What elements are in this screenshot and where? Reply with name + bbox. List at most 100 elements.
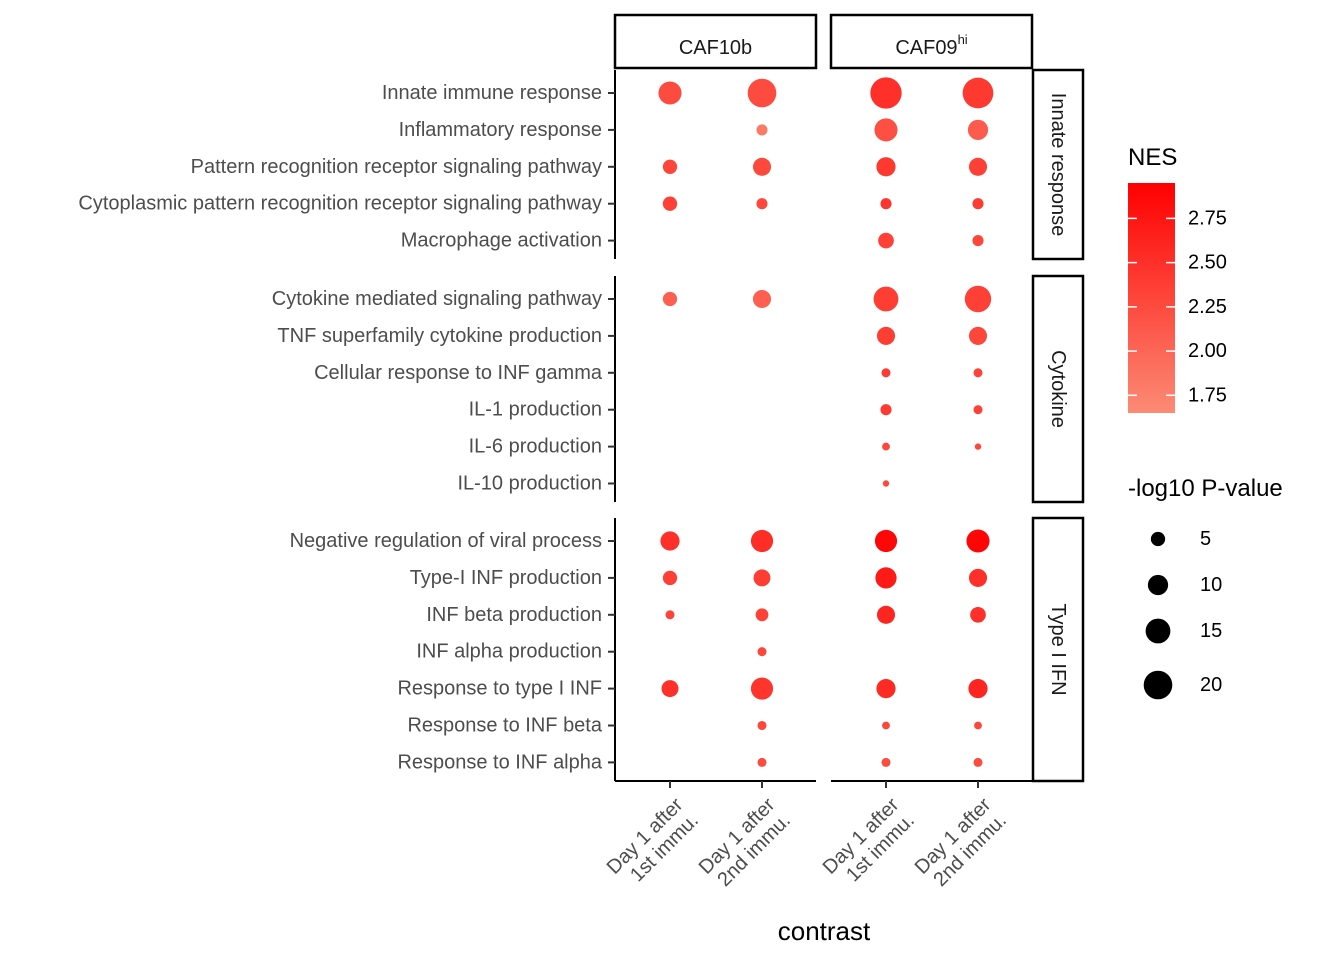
x-axis-label: contrast	[778, 916, 871, 946]
data-point	[881, 757, 891, 767]
facet-strip-label: Cytokine	[1047, 350, 1069, 428]
data-point	[753, 569, 771, 587]
data-point	[966, 529, 990, 553]
data-point	[972, 198, 984, 210]
data-point	[750, 677, 774, 700]
pvalue-size-legend: -log10 P-value 5 10 15 20	[1128, 475, 1283, 700]
data-point	[875, 567, 897, 589]
size-legend-label: 20	[1200, 674, 1222, 696]
size-legend-label: 10	[1200, 574, 1222, 596]
y-tick-label: Type-I INF production	[410, 567, 602, 589]
y-tick-label: Cytoplasmic pattern recognition receptor…	[78, 193, 602, 215]
data-point	[750, 529, 774, 553]
facet-strip-row	[1031, 68, 1085, 261]
y-tick-label: INF alpha production	[416, 641, 602, 663]
data-point	[756, 198, 768, 210]
panels	[614, 70, 1032, 788]
data-point	[973, 757, 983, 767]
x-tick-label: Day 1 after1st immu.	[603, 794, 704, 895]
facet-strip-col	[613, 13, 818, 70]
color-legend-label: 2.25	[1188, 296, 1227, 318]
data-point	[662, 291, 678, 307]
facet-strips: CAF10b CAF09hi Innate response Cytokine Type…	[613, 13, 1085, 783]
y-tick-label: Response to INF alpha	[397, 751, 602, 773]
facet-strip-row	[1031, 516, 1085, 783]
size-legend-key	[1147, 574, 1169, 596]
x-tick-label: Day 1 after1st immu.	[819, 794, 920, 895]
y-tick-label: IL-10 production	[457, 473, 602, 495]
y-tick-label: Response to type I INF	[397, 678, 602, 700]
color-bar	[1128, 183, 1175, 413]
facet-strip-col	[829, 13, 1034, 70]
y-tick-label: Innate immune response	[382, 82, 602, 104]
color-legend-label: 2.75	[1188, 207, 1227, 229]
y-tick-label: Cellular response to INF gamma	[314, 362, 603, 384]
data-point	[973, 368, 983, 378]
data-point	[968, 679, 988, 699]
size-legend-label: 5	[1200, 528, 1211, 550]
data-point	[878, 232, 894, 249]
size-legend-title: -log10 P-value	[1128, 475, 1283, 502]
data-point	[661, 680, 679, 698]
y-tick-labels: Innate immune response Inflammatory respo…	[78, 82, 615, 773]
y-tick-label: IL-6 production	[469, 436, 602, 458]
data-point	[968, 568, 988, 587]
data-point	[876, 679, 896, 699]
y-tick-label: Inflammatory response	[399, 119, 602, 141]
y-tick-label: Response to INF beta	[407, 715, 602, 737]
data-point	[662, 570, 678, 586]
data-point	[973, 405, 983, 415]
data-point	[874, 529, 898, 553]
data-point	[876, 157, 896, 177]
color-legend-label: 2.00	[1188, 340, 1227, 362]
color-legend-title: NES	[1128, 144, 1177, 171]
data-point	[752, 157, 772, 176]
data-point	[967, 119, 989, 141]
data-point	[752, 289, 772, 309]
data-point	[882, 721, 890, 730]
data-point	[876, 605, 896, 624]
data-point	[662, 196, 678, 211]
x-tick-labels: Day 1 after1st immu.Day 1 after2nd immu.…	[603, 794, 1012, 895]
data-point	[658, 81, 682, 105]
x-tick-label: Day 1 after2nd immu.	[911, 794, 1012, 895]
facet-strip-label: Type I IFN	[1047, 603, 1069, 695]
data-point	[881, 368, 891, 378]
data-point	[874, 118, 898, 142]
size-legend-key	[1150, 531, 1166, 547]
facet-strip-label: CAF10b	[679, 37, 752, 59]
y-tick-label: Cytokine mediated signaling pathway	[272, 288, 602, 310]
data-point	[962, 77, 994, 109]
nes-color-legend: NES 1.75 2.00 2.25 2.50 2.75	[1128, 144, 1227, 413]
facet-strip-row	[1031, 274, 1085, 504]
data-point	[873, 286, 899, 312]
data-point	[876, 326, 896, 345]
color-legend-label: 1.75	[1188, 384, 1227, 406]
y-tick-label: INF beta production	[426, 604, 602, 626]
data-point	[974, 443, 982, 450]
color-legend-label: 2.50	[1188, 252, 1227, 274]
data-points	[658, 77, 994, 767]
data-point	[660, 531, 680, 551]
y-tick-label: Negative regulation of viral process	[290, 530, 602, 552]
data-point	[882, 442, 890, 451]
y-tick-label: TNF superfamily cytokine production	[277, 325, 602, 347]
data-point	[870, 77, 902, 109]
facet-strip-label: Innate response	[1047, 93, 1069, 236]
data-point	[880, 198, 892, 210]
x-tick-label: Day 1 after2nd immu.	[695, 794, 796, 895]
data-point	[964, 285, 992, 313]
data-point	[662, 159, 678, 174]
y-tick-label: Pattern recognition receptor signaling p…	[191, 156, 602, 178]
data-point	[882, 480, 890, 487]
data-point	[665, 610, 675, 620]
data-point	[757, 720, 767, 731]
data-point	[968, 157, 988, 176]
data-point	[970, 606, 986, 623]
size-legend-label: 15	[1200, 620, 1222, 642]
data-point	[972, 235, 984, 247]
data-point	[756, 124, 768, 136]
y-tick-label: IL-1 production	[469, 399, 602, 421]
size-legend-key	[1143, 670, 1173, 700]
